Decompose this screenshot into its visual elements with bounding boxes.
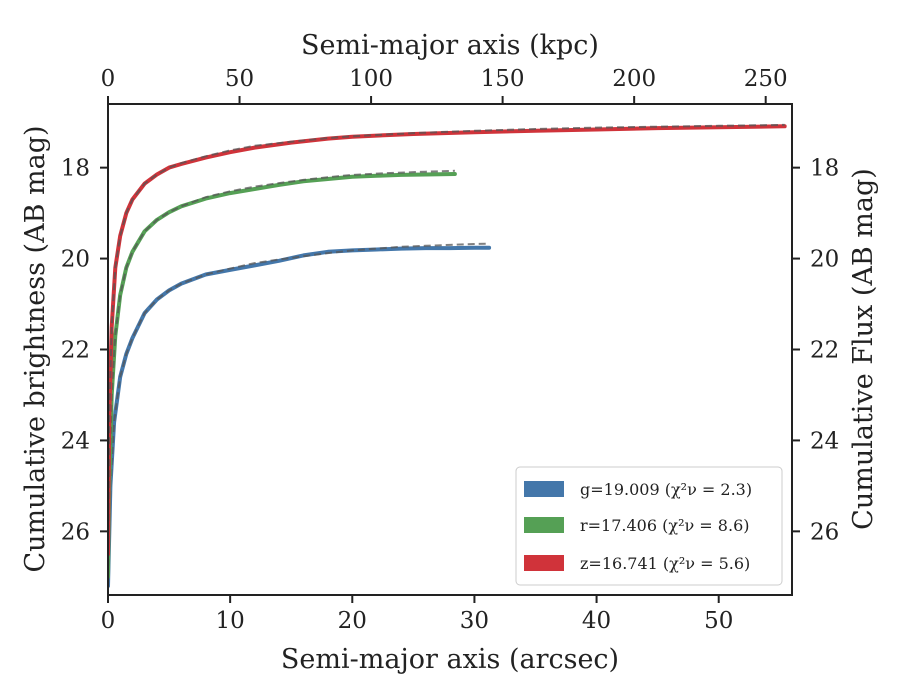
y2-tick-label: 26	[810, 519, 839, 545]
left-axis: 18 20 22 24 26	[61, 156, 108, 545]
bottom-axis: 0 10 20 30 40 50	[101, 595, 733, 634]
x2-tick-label: 250	[744, 66, 788, 92]
legend-swatch-z	[524, 555, 564, 571]
x2-tick-label: 0	[101, 66, 116, 92]
x2-tick-label: 50	[225, 66, 254, 92]
x-axis-label: Semi-major axis (arcsec)	[281, 644, 619, 675]
legend: g=19.009 (χ²ν = 2.3) r=17.406 (χ²ν = 8.6…	[515, 466, 783, 586]
x2-tick-label: 200	[612, 66, 656, 92]
legend-entry-r: r=17.406 (χ²ν = 8.6)	[524, 516, 749, 535]
y-tick-label: 26	[61, 519, 90, 545]
x-tick-label: 10	[216, 608, 245, 634]
x-tick-label: 40	[582, 608, 611, 634]
series-line-r	[108, 172, 457, 579]
legend-swatch-r	[524, 517, 564, 533]
x2-tick-label: 100	[349, 66, 393, 92]
x-tick-label: 0	[101, 608, 116, 634]
x-tick-label: 20	[338, 608, 367, 634]
y2-tick-label: 22	[810, 338, 839, 364]
model-line-z	[108, 123, 785, 555]
x2-tick-label: 150	[481, 66, 525, 92]
y-tick-label: 20	[61, 247, 90, 273]
x-tick-label: 50	[704, 608, 733, 634]
legend-label-g: g=19.009 (χ²ν = 2.3)	[580, 480, 752, 499]
top-axis: 0 50 100 150 200 250	[101, 66, 788, 104]
y2-axis-label: Cumulative Flux (AB mag)	[848, 168, 879, 530]
y2-tick-label: 18	[810, 156, 839, 182]
legend-entry-z: z=16.741 (χ²ν = 5.6)	[524, 554, 750, 573]
y-tick-label: 24	[61, 428, 90, 454]
model-line-r	[108, 169, 455, 577]
right-axis: 18 20 22 24 26	[792, 156, 839, 545]
legend-swatch-g	[524, 481, 564, 497]
y-axis-label: Cumulative brightness (AB mag)	[20, 125, 51, 572]
y-tick-label: 22	[61, 338, 90, 364]
series-layer	[108, 123, 787, 588]
y2-tick-label: 20	[810, 247, 839, 273]
y2-tick-label: 24	[810, 428, 839, 454]
legend-frame	[515, 466, 783, 586]
legend-label-r: r=17.406 (χ²ν = 8.6)	[580, 516, 749, 535]
series-line-g	[108, 245, 492, 588]
model-line-g	[108, 242, 490, 586]
legend-label-z: z=16.741 (χ²ν = 5.6)	[580, 554, 750, 573]
x-tick-label: 30	[460, 608, 489, 634]
x2-axis-label: Semi-major axis (kpc)	[301, 30, 599, 61]
y-tick-label: 18	[61, 156, 90, 182]
legend-entry-g: g=19.009 (χ²ν = 2.3)	[524, 480, 752, 499]
